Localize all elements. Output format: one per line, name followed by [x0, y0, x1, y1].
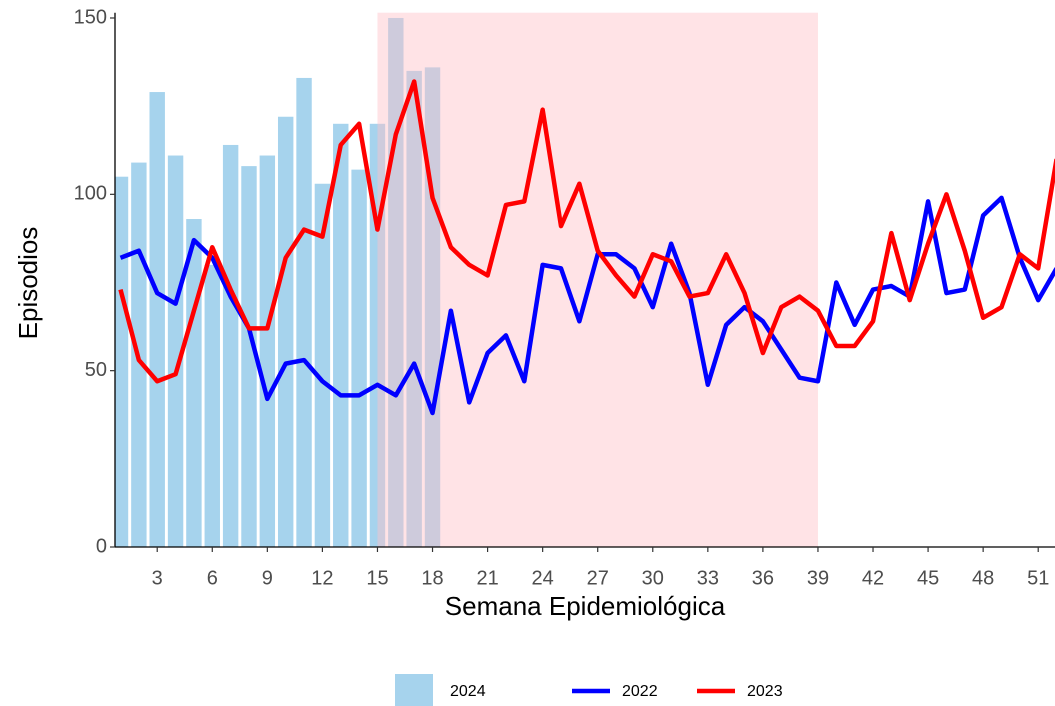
legend-label: 2022 [622, 683, 658, 700]
legend-swatch [395, 674, 433, 706]
y-axis-title: Episodios [13, 227, 43, 340]
bar [204, 264, 220, 547]
x-tick-label: 48 [972, 567, 994, 589]
x-tick-label: 15 [366, 567, 388, 589]
x-tick-label: 3 [152, 567, 163, 589]
x-tick-label: 27 [587, 567, 609, 589]
x-tick-label: 12 [311, 567, 333, 589]
x-tick-label: 24 [532, 567, 554, 589]
bar [222, 144, 239, 547]
y-tick-label: 50 [85, 359, 107, 381]
bar [296, 77, 312, 547]
bar [351, 169, 367, 547]
legend-label: 2023 [747, 683, 783, 700]
y-tick-label: 0 [96, 535, 107, 557]
legend-label: 2024 [450, 683, 486, 700]
bar [149, 92, 165, 547]
x-tick-label: 21 [476, 567, 498, 589]
x-tick-label: 30 [642, 567, 664, 589]
x-tick-label: 45 [917, 567, 939, 589]
x-tick-label: 9 [262, 567, 273, 589]
x-axis-title: Semana Epidemiológica [445, 591, 726, 621]
bar [167, 155, 184, 547]
y-tick-label: 150 [74, 6, 107, 28]
x-tick-label: 36 [752, 567, 774, 589]
x-tick-label: 33 [697, 567, 719, 589]
line [119, 195, 1055, 416]
x-tick-label: 18 [421, 567, 443, 589]
bar [241, 166, 257, 547]
x-tick-label: 6 [207, 567, 218, 589]
bar [186, 219, 202, 547]
plot-area [115, 12, 1055, 547]
y-tick-label: 100 [74, 183, 107, 205]
bar [333, 123, 349, 547]
bar [406, 70, 422, 547]
bar [115, 176, 129, 547]
x-tick-label: 51 [1027, 567, 1049, 589]
x-tick-label: 39 [807, 567, 829, 589]
bar [277, 116, 294, 547]
bar [259, 155, 276, 547]
bar [369, 123, 386, 547]
bar [314, 183, 331, 547]
x-tick-label: 42 [862, 567, 884, 589]
line [118, 79, 1055, 384]
shaded-region [377, 12, 818, 547]
